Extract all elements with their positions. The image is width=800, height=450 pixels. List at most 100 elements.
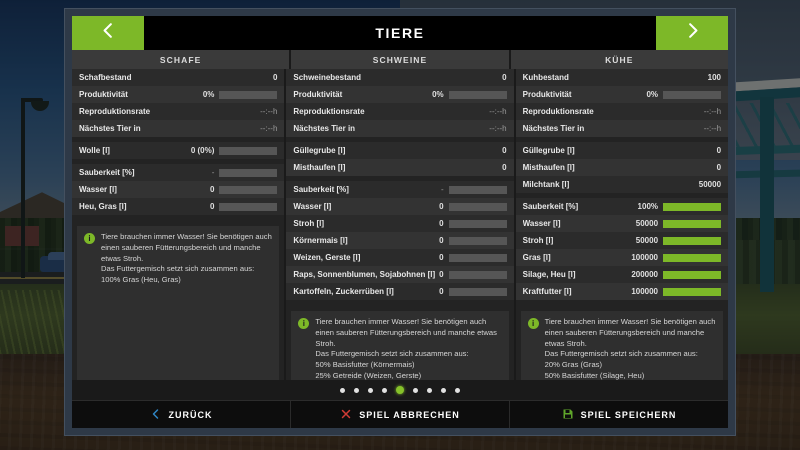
stat-value: 0 bbox=[439, 236, 444, 245]
info-text: Tiere brauchen immer Wasser! Sie benötig… bbox=[101, 232, 272, 373]
back-button[interactable]: ZURÜCK bbox=[72, 401, 291, 428]
previous-page-button[interactable] bbox=[72, 16, 144, 50]
stat-progress-bar bbox=[663, 236, 722, 245]
page-dot[interactable] bbox=[382, 387, 387, 393]
stat-value: 100 bbox=[707, 73, 722, 82]
stat-group-inputs: Sauberkeit [%] 100% Wasser [l] 50000 Stroh [… bbox=[515, 198, 728, 300]
stat-row: Reproduktionsrate --:--h bbox=[286, 103, 514, 120]
chevron-left-icon bbox=[99, 21, 118, 45]
stat-label: Nächstes Tier in bbox=[522, 124, 585, 133]
column-header-pigs: SCHWEINE bbox=[291, 50, 509, 69]
page-dot[interactable] bbox=[354, 387, 359, 393]
cancel-game-button-label: SPIEL ABBRECHEN bbox=[359, 409, 460, 420]
stat-row: Kuhbestand 100 bbox=[515, 69, 728, 86]
save-game-button[interactable]: SPIEL SPEICHERN bbox=[510, 401, 728, 428]
stat-progress-bar bbox=[219, 202, 278, 211]
street-lamp-arm bbox=[21, 98, 43, 102]
stat-label: Nächstes Tier in bbox=[293, 124, 356, 133]
stat-label: Wasser [l] bbox=[293, 202, 332, 211]
info-line: 50% Basisfutter (Körnermais) bbox=[315, 360, 415, 370]
stat-value: 0 bbox=[439, 202, 444, 211]
stat-value: 0 bbox=[502, 73, 507, 82]
stat-label: Kuhbestand bbox=[522, 73, 569, 82]
stat-value: 50000 bbox=[635, 219, 659, 228]
stat-row: Sauberkeit [%] - bbox=[72, 164, 285, 181]
info-line: 100% Gras (Heu, Gras) bbox=[101, 275, 181, 285]
stat-row: Sauberkeit [%] 100% bbox=[515, 198, 728, 215]
save-game-button-label: SPIEL SPEICHERN bbox=[580, 409, 677, 420]
page-dot[interactable] bbox=[340, 387, 345, 393]
stat-progress-bar bbox=[219, 168, 278, 177]
page-indicator[interactable] bbox=[72, 380, 728, 400]
next-page-button[interactable] bbox=[656, 16, 728, 50]
stat-label: Milchtank [l] bbox=[522, 180, 570, 189]
stat-progress-bar bbox=[663, 90, 722, 99]
stat-row: Stroh [l] 0 bbox=[286, 215, 514, 232]
stat-row: Weizen, Gerste [l] 0 bbox=[286, 249, 514, 266]
cancel-game-button[interactable]: SPIEL ABBRECHEN bbox=[291, 401, 510, 428]
stat-label: Reproduktionsrate bbox=[293, 107, 365, 116]
stat-value: --:--h bbox=[260, 124, 278, 133]
column-sheep: Schafbestand 0 Produktivität 0% Reproduktion… bbox=[72, 69, 285, 380]
info-box-wrapper: i Tiere brauchen immer Wasser! Sie benöti… bbox=[515, 305, 728, 380]
stat-value: --:--h bbox=[260, 107, 278, 116]
info-box: i Tiere brauchen immer Wasser! Sie benöti… bbox=[291, 311, 509, 380]
stat-progress-bar bbox=[448, 236, 507, 245]
stat-label: Sauberkeit [%] bbox=[293, 185, 349, 194]
page-dot[interactable] bbox=[368, 387, 373, 393]
stat-label: Wasser [l] bbox=[522, 219, 561, 228]
info-icon: i bbox=[84, 233, 95, 244]
back-button-label: ZURÜCK bbox=[168, 409, 213, 420]
stat-progress-bar bbox=[448, 90, 507, 99]
page-dot[interactable] bbox=[427, 387, 432, 393]
info-box: i Tiere brauchen immer Wasser! Sie benöti… bbox=[77, 226, 280, 380]
stat-progress-bar bbox=[448, 185, 507, 194]
page-dot[interactable] bbox=[396, 386, 404, 394]
stat-progress-bar bbox=[663, 287, 722, 296]
stat-progress-bar bbox=[448, 253, 507, 262]
stat-row: Kartoffeln, Zuckerrüben [l] 0 bbox=[286, 283, 514, 300]
stat-row: Raps, Sonnenblumen, Sojabohnen [l] 0 bbox=[286, 266, 514, 283]
stat-label: Schafbestand bbox=[79, 73, 132, 82]
stat-label: Güllegrube [l] bbox=[522, 146, 575, 155]
stat-value: 0 bbox=[502, 146, 507, 155]
stat-value: 0 bbox=[209, 185, 215, 194]
stat-label: Wasser [l] bbox=[79, 185, 117, 194]
stat-label: Sauberkeit [%] bbox=[522, 202, 579, 211]
column-headers: SCHAFE SCHWEINE KÜHE bbox=[72, 50, 728, 69]
stat-progress-bar bbox=[219, 185, 278, 194]
stat-row: Nächstes Tier in --:--h bbox=[286, 120, 514, 137]
stat-row: Milchtank [l] 50000 bbox=[515, 176, 728, 193]
stat-value: 100000 bbox=[631, 253, 659, 262]
page-dot[interactable] bbox=[413, 387, 418, 393]
stat-label: Misthaufen [l] bbox=[522, 163, 575, 172]
page-dot[interactable] bbox=[441, 387, 446, 393]
stat-value: 0 (0%) bbox=[190, 146, 215, 155]
stat-group-stats: Kuhbestand 100 Produktivität 0% Reproduktion… bbox=[515, 69, 728, 137]
stat-value: 0% bbox=[202, 90, 215, 99]
stat-label: Stroh [l] bbox=[522, 236, 554, 245]
stat-value: --:--h bbox=[489, 124, 507, 133]
info-line: Tiere brauchen immer Wasser! Sie benötig… bbox=[315, 317, 497, 348]
stat-label: Raps, Sonnenblumen, Sojabohnen [l] bbox=[293, 270, 436, 279]
stat-group-stats: Schweinebestand 0 Produktivität 0% Reprodukt… bbox=[286, 69, 514, 137]
stat-row: Wolle [l] 0 (0%) bbox=[72, 142, 285, 159]
stat-group-inputs: Sauberkeit [%] - Wasser [l] 0 Stroh [l] 0 Körn… bbox=[286, 181, 514, 300]
stat-label: Weizen, Gerste [l] bbox=[293, 253, 361, 262]
stat-value: 50000 bbox=[698, 180, 722, 189]
stat-group-products: Güllegrube [l] 0 Misthaufen [l] 0 Milchtank … bbox=[515, 142, 728, 193]
stat-row: Wasser [l] 50000 bbox=[515, 215, 728, 232]
stat-row: Kraftfutter [l] 100000 bbox=[515, 283, 728, 300]
info-icon: i bbox=[527, 318, 539, 329]
stat-value: 0 bbox=[439, 219, 444, 228]
info-box-wrapper: i Tiere brauchen immer Wasser! Sie benöti… bbox=[286, 305, 514, 380]
stat-label: Kraftfutter [l] bbox=[522, 287, 572, 296]
stat-row: Silage, Heu [l] 200000 bbox=[515, 266, 728, 283]
stat-label: Sauberkeit [%] bbox=[79, 168, 135, 177]
page-dot[interactable] bbox=[455, 387, 460, 393]
stat-label: Reproduktionsrate bbox=[79, 107, 151, 116]
stat-value: 100000 bbox=[631, 287, 659, 296]
stat-row: Schafbestand 0 bbox=[72, 69, 285, 86]
info-line: Tiere brauchen immer Wasser! Sie benötig… bbox=[544, 317, 716, 348]
stat-value: 0 bbox=[716, 146, 722, 155]
